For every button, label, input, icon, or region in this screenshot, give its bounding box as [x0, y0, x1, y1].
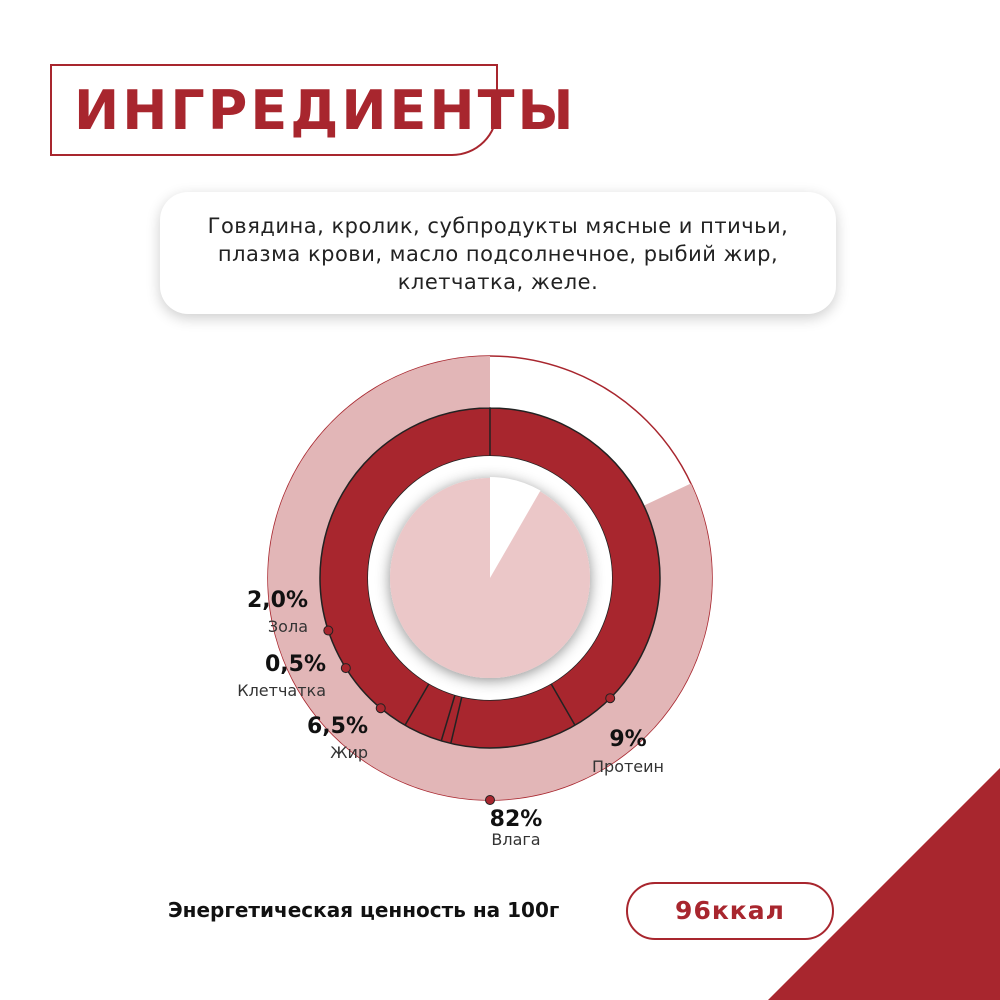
- value-fat: 6,5%: [307, 714, 368, 739]
- value-fiber: 0,5%: [265, 652, 326, 677]
- dot-fat: [375, 703, 386, 714]
- label-fiber: Клетчатка: [237, 681, 326, 700]
- energy-label: Энергетическая ценность на 100г: [168, 898, 560, 922]
- label-fat: Жир: [330, 743, 368, 762]
- dot-fiber: [340, 663, 351, 674]
- energy-badge: 96ккал: [626, 882, 834, 940]
- label-moisture: Влага: [491, 830, 540, 849]
- divider-fat: [450, 696, 463, 744]
- value-moisture: 82%: [490, 807, 543, 832]
- energy-value: 96ккал: [675, 896, 785, 925]
- center-gap: [490, 477, 541, 578]
- title-box: ИНГРЕДИЕНТЫ: [50, 64, 573, 156]
- ingredients-text: Говядина, кролик, субпродукты мясные и п…: [207, 214, 789, 294]
- value-ash: 2,0%: [247, 588, 308, 613]
- label-protein: Протеин: [592, 757, 664, 776]
- divider-ash: [404, 683, 430, 726]
- divider-protein: [550, 683, 576, 726]
- dot-protein: [605, 693, 616, 704]
- label-ash: Зола: [268, 617, 308, 636]
- ingredients-card: Говядина, кролик, субпродукты мясные и п…: [160, 192, 836, 314]
- value-protein: 9%: [609, 727, 646, 752]
- divider-fiber: [440, 694, 456, 742]
- dot-ash: [323, 625, 334, 636]
- dot-moisture: [485, 795, 495, 805]
